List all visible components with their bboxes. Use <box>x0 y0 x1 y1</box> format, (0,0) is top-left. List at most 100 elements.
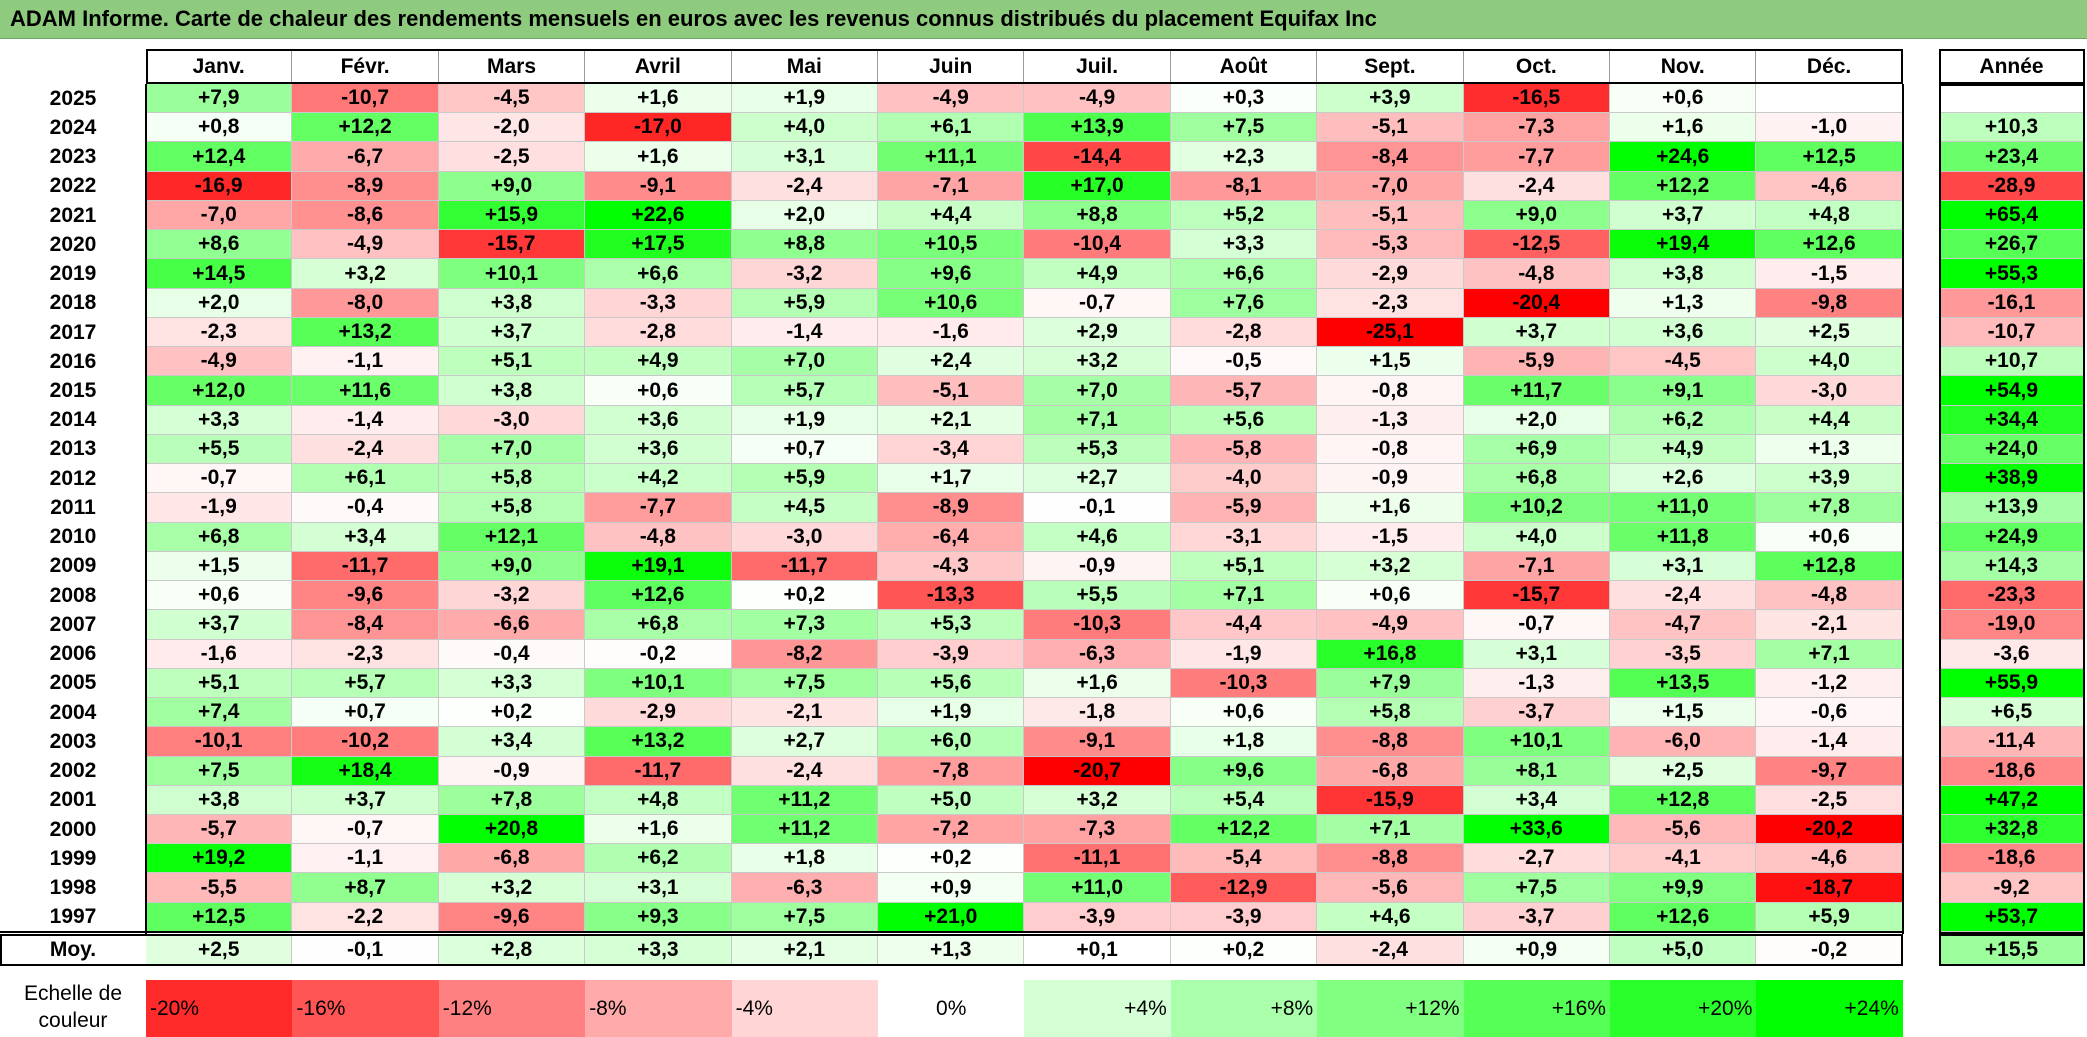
heatmap-cell: +7,5 <box>146 756 293 786</box>
month-header: Juil. <box>1024 49 1171 84</box>
heatmap-cell: -10,4 <box>1024 230 1171 260</box>
heatmap-cell: -9,6 <box>292 581 439 611</box>
heatmap-cell: +3,9 <box>1317 84 1464 114</box>
heatmap-cell: -0,8 <box>1317 376 1464 406</box>
heatmap-cell: +1,6 <box>1610 113 1757 143</box>
heatmap-cell: -4,1 <box>1610 844 1757 874</box>
heatmap-cell: -2,8 <box>585 317 732 348</box>
heatmap-cell: -4,9 <box>1317 610 1464 640</box>
annual-cell: -11,4 <box>1939 727 2085 757</box>
heatmap-cell: +10,1 <box>1463 727 1610 757</box>
heatmap-cell: +22,6 <box>585 200 732 231</box>
heatmap-cell: +0,2 <box>731 581 878 611</box>
heatmap-cell: +3,7 <box>1610 200 1757 231</box>
scale-swatch: +8% <box>1170 980 1318 1037</box>
heatmap-cell: +6,6 <box>1170 259 1318 289</box>
heatmap-cell: -2,4 <box>292 434 439 465</box>
heatmap-cell: -12,9 <box>1170 873 1318 903</box>
heatmap-cell: +1,5 <box>146 551 293 582</box>
heatmap-cell: +8,6 <box>146 230 293 260</box>
heatmap-cell: +0,2 <box>438 698 586 728</box>
heatmap-cell: +5,5 <box>146 434 293 465</box>
heatmap-cell: -4,4 <box>1170 610 1318 640</box>
heatmap-cell: -8,1 <box>1170 171 1318 201</box>
heatmap-cell: -2,4 <box>731 756 878 786</box>
heatmap-cell: +5,7 <box>292 668 439 699</box>
heatmap-cell: +6,2 <box>1610 405 1757 435</box>
heatmap-cell <box>1756 84 1903 114</box>
heatmap-cell: -1,4 <box>292 405 439 435</box>
heatmap-cell: -9,6 <box>438 902 586 932</box>
annual-cell: +13,9 <box>1939 493 2085 523</box>
heatmap-cell: +19,4 <box>1610 230 1757 260</box>
heatmap-cell: -8,8 <box>1317 844 1464 874</box>
year-label: 2023 <box>49 145 97 169</box>
heatmap-cell: +4,4 <box>878 200 1025 231</box>
heatmap-cell: -3,0 <box>1756 376 1903 406</box>
heatmap-cell: -9,8 <box>1756 288 1903 318</box>
year-label: 2005 <box>49 671 97 695</box>
heatmap-cell: -0,4 <box>438 639 586 669</box>
average-cell: +5,0 <box>1610 934 1757 966</box>
heatmap-cell: +7,1 <box>1756 639 1903 669</box>
heatmap-cell: -1,2 <box>1756 668 1903 699</box>
heatmap-cell: -1,6 <box>146 639 293 669</box>
average-cell: +1,3 <box>878 934 1025 966</box>
heatmap-cell: +3,3 <box>1170 230 1318 260</box>
heatmap-cell: -11,7 <box>292 551 439 582</box>
year-label: 2003 <box>49 729 97 753</box>
heatmap-cell: -5,1 <box>878 376 1025 406</box>
heatmap-cell: +4,2 <box>585 464 732 494</box>
heatmap-cell: +10,1 <box>438 259 586 289</box>
year-label: 2017 <box>49 320 97 344</box>
heatmap-cell: -11,7 <box>731 551 878 582</box>
heatmap-cell: -4,6 <box>1756 844 1903 874</box>
heatmap-cell: -9,7 <box>1756 756 1903 786</box>
heatmap-cell: -4,0 <box>1170 464 1318 494</box>
heatmap-cell: -1,1 <box>292 347 439 377</box>
heatmap-cell: +3,4 <box>438 727 586 757</box>
heatmap-cell: +12,2 <box>1610 171 1757 201</box>
heatmap-cell: -6,6 <box>438 610 586 640</box>
heatmap-cell: +4,6 <box>1317 902 1464 932</box>
heatmap-cell: +5,1 <box>146 668 293 699</box>
heatmap-cell: -5,7 <box>1170 376 1318 406</box>
average-cell: +3,3 <box>585 934 732 966</box>
average-cell: +2,1 <box>731 934 878 966</box>
year-label: 2015 <box>49 379 97 402</box>
year-label: 2016 <box>49 349 97 373</box>
heatmap-cell: +1,8 <box>1170 727 1318 757</box>
year-label: 2007 <box>49 612 97 636</box>
heatmap-cell: +2,1 <box>878 405 1025 435</box>
heatmap-cell: +9,1 <box>1610 376 1757 406</box>
heatmap-cell: +2,0 <box>731 200 878 231</box>
heatmap-cell: -4,6 <box>1756 171 1903 201</box>
heatmap-cell: -10,7 <box>292 84 439 114</box>
heatmap-cell: -1,4 <box>731 317 878 348</box>
annual-cell: +23,4 <box>1939 142 2085 172</box>
year-label: 2019 <box>49 262 97 286</box>
heatmap-cell: -3,7 <box>1463 698 1610 728</box>
heatmap-cell: -20,4 <box>1463 288 1610 318</box>
chart-title: ADAM Informe. Carte de chaleur des rende… <box>10 6 1377 31</box>
year-label: 2021 <box>49 203 97 227</box>
heatmap-cell: -1,4 <box>1756 727 1903 757</box>
heatmap-cell: +12,6 <box>1756 230 1903 260</box>
heatmap-cell: -5,1 <box>1317 113 1464 143</box>
heatmap-cell: +4,0 <box>1463 522 1610 552</box>
heatmap-cell: +9,9 <box>1610 873 1757 903</box>
heatmap-cell: +4,4 <box>1756 405 1903 435</box>
heatmap-cell: -4,9 <box>292 230 439 260</box>
heatmap-cell: -0,8 <box>1317 434 1464 465</box>
heatmap-cell: +3,1 <box>1463 639 1610 669</box>
heatmap-cell: -1,0 <box>1756 113 1903 143</box>
heatmap-cell: -5,5 <box>146 873 293 903</box>
heatmap-cell: -7,0 <box>1317 171 1464 201</box>
heatmap-cell: +12,5 <box>1756 142 1903 172</box>
heatmap-cell: -7,7 <box>1463 142 1610 172</box>
month-header: Mars <box>439 49 586 84</box>
heatmap-cell: +5,8 <box>1317 698 1464 728</box>
scale-swatch: +16% <box>1463 980 1610 1037</box>
heatmap-cell: -6,4 <box>878 522 1025 552</box>
heatmap-cell: +7,5 <box>1463 873 1610 903</box>
